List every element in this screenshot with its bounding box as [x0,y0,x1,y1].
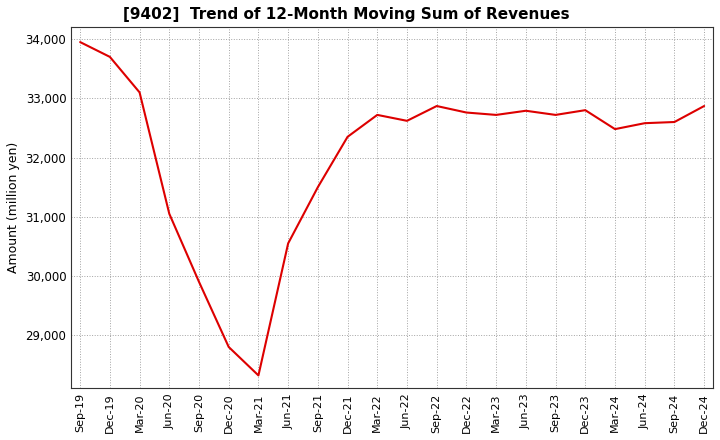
Y-axis label: Amount (million yen): Amount (million yen) [7,142,20,274]
Text: [9402]  Trend of 12-Month Moving Sum of Revenues: [9402] Trend of 12-Month Moving Sum of R… [122,7,570,22]
